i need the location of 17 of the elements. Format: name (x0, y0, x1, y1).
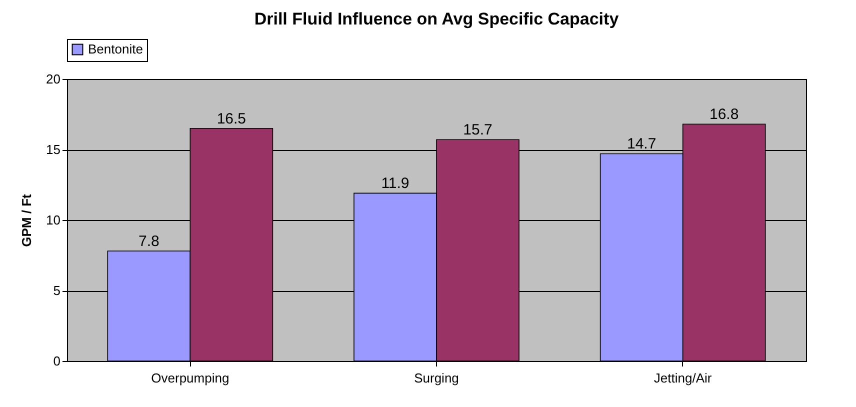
data-label: 14.7 (626, 136, 656, 153)
x-tick-label: Surging (414, 370, 459, 386)
y-tick-label: 5 (53, 283, 60, 298)
data-label: 15.7 (463, 122, 492, 139)
y-tick-label: 10 (46, 212, 60, 228)
data-label: 11.9 (381, 175, 410, 192)
data-label: 16.5 (216, 110, 246, 128)
x-tick-label: Overpumping (151, 370, 230, 386)
data-label: 16.8 (709, 106, 739, 124)
chart-title: Drill Fluid Influence on Avg Specific Capacity (254, 10, 620, 28)
y-tick-label: 20 (46, 72, 60, 86)
y-axis-title: GPM / Ft (19, 193, 34, 247)
y-tick-label: 15 (46, 142, 60, 157)
y-tick-label: 0 (53, 354, 60, 368)
x-tick-label: Jetting/Air (654, 370, 712, 386)
legend-label: Bentonite (88, 42, 143, 56)
data-label: 7.8 (138, 233, 160, 250)
